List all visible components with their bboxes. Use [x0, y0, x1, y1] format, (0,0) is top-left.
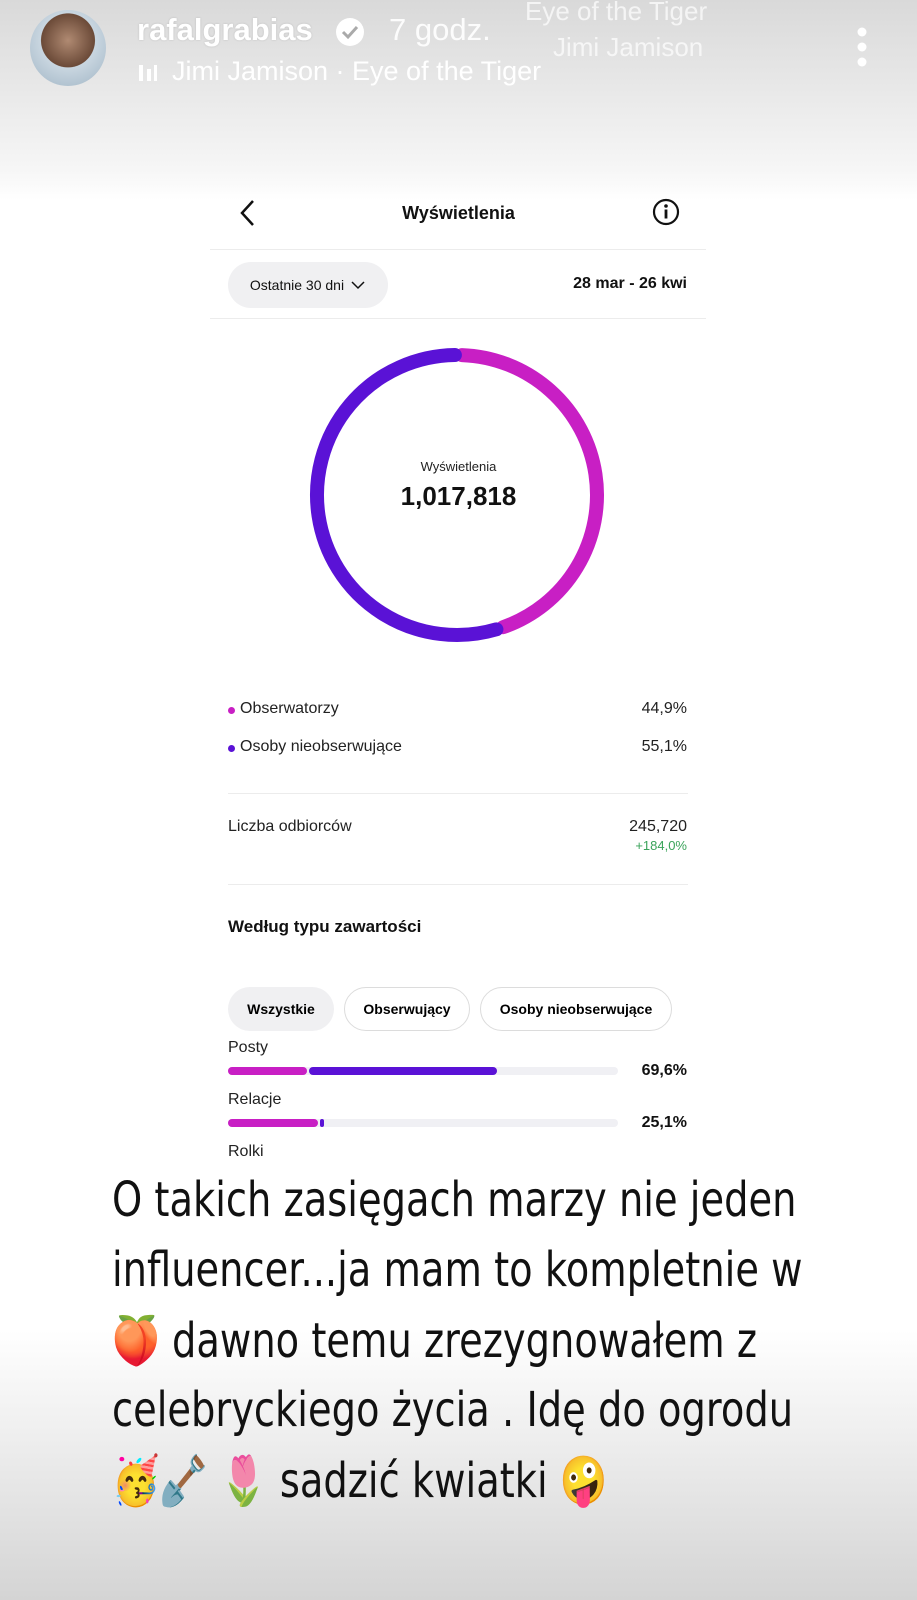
donut-chart [310, 348, 604, 642]
row-name: Relacje [228, 1091, 282, 1108]
more-menu[interactable] [850, 26, 874, 70]
filter-tab[interactable]: Obserwujący [344, 987, 470, 1031]
chevron [351, 281, 365, 290]
donut-segment [310, 348, 504, 642]
caption-line: celebryckiego życia . Idę do ogrodu [112, 1382, 794, 1438]
verified-badge [336, 18, 364, 46]
music-info[interactable]: Jimi Jamison · Eye of the Tiger [172, 56, 542, 86]
bar-segment [309, 1067, 498, 1075]
legend-value: 44,9% [641, 700, 687, 717]
filter-tab[interactable]: Osoby nieobserwujące [480, 987, 672, 1031]
reach-value: 245,720 [629, 818, 687, 835]
legend-dot [228, 745, 235, 752]
bar-track [228, 1119, 618, 1127]
overlay-artist: Jimi Jamison [553, 32, 704, 62]
row-value: 69,6% [641, 1062, 687, 1079]
caption-line: influencer...ja mam to kompletnie w [112, 1242, 803, 1298]
section-title: Według typu zawartości [228, 917, 422, 936]
screen-title: Wyświetlenia [402, 203, 515, 223]
username[interactable]: rafalgrabias [137, 12, 313, 47]
caption-line: 🥳🪏 🌷 sadzić kwiatki 🤪 [112, 1453, 608, 1509]
legend-name: Osoby nieobserwujące [240, 738, 402, 755]
donut-segment [454, 348, 604, 635]
row-name: Posty [228, 1039, 269, 1056]
donut-center-label: Wyświetlenia [420, 459, 497, 474]
avatar[interactable] [30, 10, 106, 86]
caption-line: 🍑 dawno temu zrezygnowałem z [112, 1313, 758, 1369]
separator [228, 793, 688, 794]
bar-segment [228, 1119, 319, 1127]
legend-value: 55,1% [641, 738, 687, 755]
separator [228, 884, 688, 885]
date-range: 28 mar - 26 kwi [573, 275, 687, 292]
info-button[interactable] [651, 197, 681, 227]
period-label: Ostatnie 30 dni [249, 277, 345, 293]
row-value: 25,1% [641, 1114, 687, 1131]
music-icon [139, 65, 157, 81]
donut-center-value: 1,017,818 [400, 481, 517, 511]
overlay-song: Eye of the Tiger [525, 0, 708, 26]
legend-dot [228, 707, 235, 714]
filter-tab[interactable]: Wszystkie [228, 987, 334, 1031]
back-button[interactable] [236, 198, 260, 228]
row-name: Rolki [228, 1143, 264, 1160]
reach-change: +184,0% [635, 838, 687, 853]
caption-line: O takich zasięgach marzy nie jeden [112, 1172, 797, 1228]
period-button[interactable]: Ostatnie 30 dni [228, 262, 388, 308]
bar-segment [228, 1067, 308, 1075]
post-time: 7 godz. [389, 12, 491, 47]
separator [210, 318, 706, 319]
separator [210, 249, 706, 250]
bar-segment [320, 1119, 324, 1127]
reach-label: Liczba odbiorców [228, 818, 352, 835]
legend-name: Obserwatorzy [240, 700, 339, 717]
